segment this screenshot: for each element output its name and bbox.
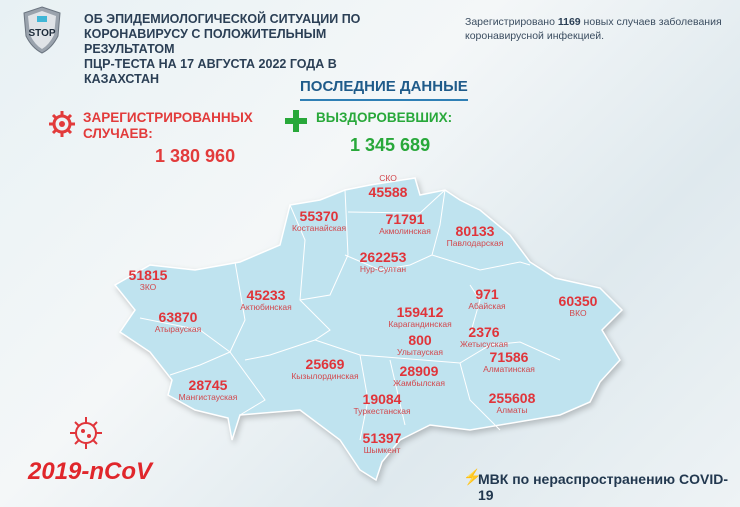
region-name: Жетысуская	[459, 339, 509, 349]
plus-icon	[285, 110, 307, 137]
new-cases-count: 1169	[557, 16, 581, 28]
registered-value: 1 380 960	[155, 146, 236, 166]
region-name: Актюбинская	[240, 302, 292, 312]
region-value: 971	[475, 286, 499, 302]
svg-text:STOP: STOP	[28, 28, 55, 39]
region-name: Павлодарская	[446, 238, 504, 248]
recovered-value: 1 345 689	[350, 135, 431, 155]
region-value: 51815	[128, 267, 168, 283]
region-value: 51397	[362, 430, 402, 446]
region-value: 71586	[489, 349, 529, 365]
recovered-label: ВЫЗДОРОВЕВШИХ:	[316, 110, 453, 125]
latest-data-heading: ПОСЛЕДНИЕ ДАННЫЕ	[300, 78, 468, 101]
region-value: 25669	[305, 356, 345, 372]
lightning-icon: ⚡	[463, 469, 482, 486]
page-title: ОБ ЭПИДЕМИОЛОГИЧЕСКОЙ СИТУАЦИИ ПО КОРОНА…	[84, 12, 414, 87]
region-value: 71791	[385, 211, 425, 227]
region-value: 60350	[558, 293, 598, 309]
region-name: Кызылординская	[291, 371, 359, 381]
region-value: 45588	[368, 184, 408, 200]
region-name: Алматинская	[483, 364, 535, 374]
region-value: 63870	[158, 309, 198, 325]
region-name: Мангистауская	[178, 392, 238, 402]
region-name: Улытауская	[397, 347, 443, 357]
region-name: ВКО	[569, 308, 587, 318]
region-value: 80133	[455, 223, 495, 239]
region-name: ЗКО	[139, 282, 157, 292]
region-name: Шымкент	[363, 445, 401, 455]
title-line: ОБ ЭПИДЕМИОЛОГИЧЕСКОЙ СИТУАЦИИ ПО	[84, 12, 361, 26]
region-value: 159412	[396, 304, 444, 320]
title-line: ПЦР-ТЕСТА НА 17 АВГУСТА 2022 ГОДА В КАЗА…	[84, 57, 337, 86]
region-name: Карагандинская	[388, 319, 452, 329]
ncov-label: 2019-nCoV	[28, 458, 153, 485]
region-name: Акмолинская	[379, 226, 431, 236]
region-name: Атырауская	[154, 324, 202, 334]
region-name: Нур-Султан	[359, 264, 407, 274]
region-value: 28909	[399, 363, 439, 379]
title-line: КОРОНАВИРУСУ С ПОЛОЖИТЕЛЬНЫМ РЕЗУЛЬТАТОМ	[84, 27, 327, 56]
coronavirus-icon	[68, 415, 104, 456]
region-name: Туркестанская	[353, 406, 411, 416]
region-name: Абайская	[468, 301, 506, 311]
registered-label: ЗАРЕГИСТРИРОВАННЫХ СЛУЧАЕВ:	[83, 110, 253, 141]
new-cases-note: Зарегистрировано 1169 новых случаев забо…	[465, 16, 722, 42]
region-name: СКО	[379, 173, 397, 183]
region-name: Костанайская	[291, 223, 347, 233]
region-value: 55370	[299, 208, 339, 224]
region-value: 45233	[246, 287, 286, 303]
region-value: 800	[408, 332, 432, 348]
region-value: 2376	[468, 324, 500, 340]
region-value: 28745	[188, 377, 228, 393]
region-borders	[139, 189, 561, 441]
region-value: 19084	[362, 391, 402, 407]
region-name: Алматы	[496, 405, 528, 415]
region-value: 262253	[359, 249, 407, 265]
virus-icon	[48, 110, 76, 143]
region-name: Жамбылская	[393, 378, 445, 388]
region-value: 255608	[488, 390, 536, 406]
stop-shield-logo: STOP	[22, 6, 62, 54]
mvk-label: МВК по нераспространению COVID-19	[478, 471, 728, 503]
